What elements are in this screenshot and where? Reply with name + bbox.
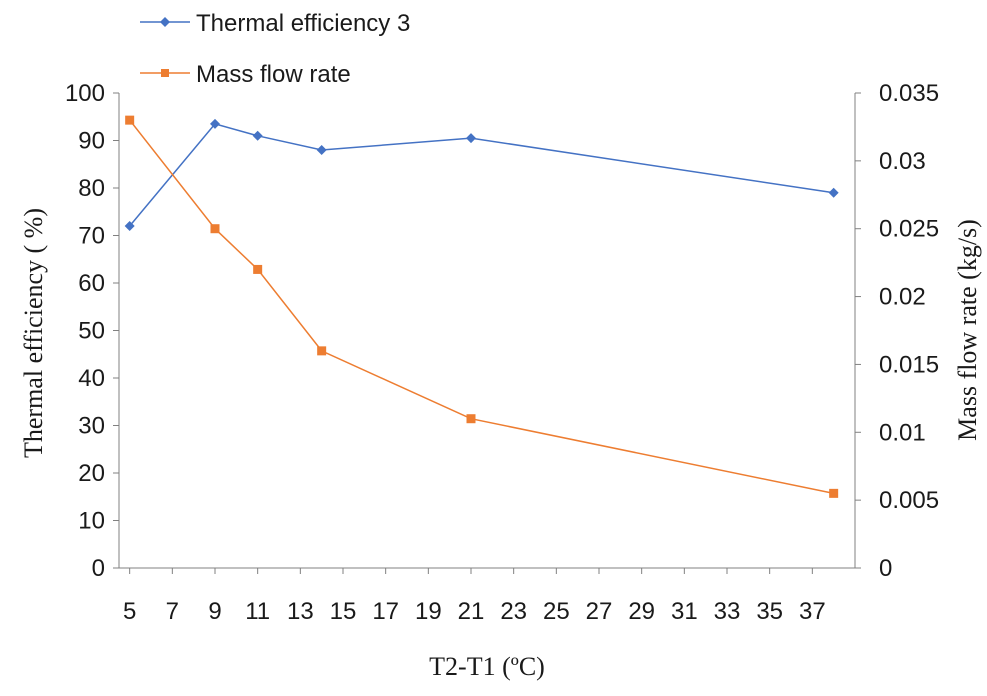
x-tick-label: 35	[756, 598, 783, 625]
y-right-tick-label: 0	[879, 555, 892, 582]
legend-item-mass-flow-rate: Mass flow rate	[140, 61, 351, 88]
x-tick-label: 7	[166, 598, 179, 625]
x-tick-label: 9	[208, 598, 221, 625]
x-tick-label: 33	[714, 598, 741, 625]
data-point-mass-flow-rate	[466, 414, 476, 424]
x-tick-label: 29	[628, 598, 655, 625]
y-left-tick-label: 10	[78, 508, 105, 535]
legend-marker-square	[161, 69, 169, 77]
y-right-tick-label: 0.035	[879, 80, 939, 107]
x-tick-label: 11	[245, 598, 270, 625]
axes	[118, 93, 856, 569]
right-axis-ticks: 0 0.005 0.01 0.015 0.02 0.025 0.03 0.035	[855, 80, 939, 582]
legend-marker-diamond	[160, 17, 170, 27]
series-line-mass-flow-rate	[129, 119, 834, 495]
x-tick-label: 31	[671, 598, 698, 625]
series-thermal-efficiency-3	[124, 118, 839, 231]
x-axis-ticks: 5 7 9 11 13 15 17 19 21 23 25 27 29 31 33 35 37	[123, 568, 826, 625]
x-tick-label: 5	[123, 598, 136, 625]
y-left-tick-label: 70	[78, 223, 105, 250]
x-tick-label: 15	[330, 598, 357, 625]
x-tick-label: 25	[543, 598, 570, 625]
y-right-tick-label: 0.03	[879, 148, 926, 175]
x-tick-label: 37	[799, 598, 826, 625]
left-axis-ticks: 0 10 20 30 40 50 60 70 80 90 100	[65, 80, 119, 582]
y-left-tick-label: 40	[78, 365, 105, 392]
legend-label-thermal-efficiency: Thermal efficiency 3	[196, 10, 410, 37]
x-tick-label: 27	[586, 598, 613, 625]
data-point-thermal-efficiency-3	[828, 187, 839, 198]
y-axis-right-title: Mass flow rate (kg/s)	[953, 219, 982, 441]
y-left-tick-label: 30	[78, 413, 105, 440]
series-mass-flow-rate	[125, 115, 839, 498]
y-left-tick-label: 80	[78, 175, 105, 202]
data-point-thermal-efficiency-3	[316, 145, 327, 155]
legend-item-thermal-efficiency: Thermal efficiency 3	[140, 10, 410, 37]
data-point-mass-flow-rate	[317, 346, 327, 356]
y-left-tick-label: 100	[65, 80, 105, 107]
legend-label-mass-flow-rate: Mass flow rate	[196, 61, 351, 88]
y-right-tick-label: 0.02	[879, 284, 926, 311]
legend: Thermal efficiency 3 Mass flow rate	[140, 10, 410, 88]
data-point-thermal-efficiency-3	[252, 130, 263, 141]
y-left-tick-label: 0	[92, 555, 105, 582]
data-point-mass-flow-rate	[125, 115, 135, 125]
x-tick-label: 23	[500, 598, 527, 625]
x-axis-title: T2-T1 (ºC)	[429, 652, 545, 681]
data-point-mass-flow-rate	[210, 224, 220, 234]
y-right-tick-label: 0.025	[879, 216, 939, 243]
data-point-mass-flow-rate	[253, 264, 263, 274]
y-right-tick-label: 0.005	[879, 487, 939, 514]
data-point-thermal-efficiency-3	[466, 133, 476, 144]
x-tick-label: 21	[458, 598, 485, 625]
y-right-tick-label: 0.01	[879, 419, 926, 446]
y-left-tick-label: 90	[78, 128, 105, 155]
series-layer	[124, 115, 839, 498]
data-point-mass-flow-rate	[829, 488, 839, 498]
y-left-tick-label: 50	[78, 318, 105, 345]
data-point-thermal-efficiency-3	[124, 221, 135, 231]
series-line-thermal-efficiency-3	[129, 123, 834, 227]
x-tick-label: 13	[287, 598, 314, 625]
y-left-tick-label: 60	[78, 270, 105, 297]
y-axis-left-title: Thermal efficiency ( %)	[19, 208, 48, 458]
y-right-tick-label: 0.015	[879, 351, 939, 378]
y-left-tick-label: 20	[78, 460, 105, 487]
x-tick-label: 17	[372, 598, 399, 625]
data-point-thermal-efficiency-3	[210, 118, 220, 129]
x-tick-label: 19	[415, 598, 442, 625]
